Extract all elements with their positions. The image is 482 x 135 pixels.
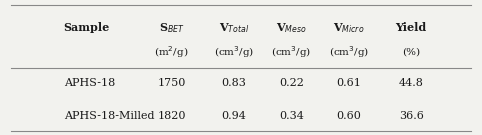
Text: (cm$^{3}$/g): (cm$^{3}$/g) [214,44,254,60]
Text: 1750: 1750 [157,78,186,88]
Text: Yield: Yield [396,22,427,33]
Text: (m$^{2}$/g): (m$^{2}$/g) [154,44,189,60]
Text: 0.22: 0.22 [279,78,304,88]
Text: Sample: Sample [64,22,110,33]
Text: V$_{Micro}$: V$_{Micro}$ [333,21,364,35]
Text: (cm$^{3}$/g): (cm$^{3}$/g) [329,44,369,60]
Text: 0.60: 0.60 [336,111,362,121]
Text: APHS-18: APHS-18 [64,78,115,88]
Text: V$_{Total}$: V$_{Total}$ [219,21,249,35]
Text: (%): (%) [402,47,420,56]
Text: V$_{Meso}$: V$_{Meso}$ [276,21,307,35]
Text: 0.83: 0.83 [221,78,246,88]
Text: APHS-18-Milled: APHS-18-Milled [64,111,154,121]
Text: 0.61: 0.61 [336,78,362,88]
Text: 44.8: 44.8 [399,78,424,88]
Text: S$_{BET}$: S$_{BET}$ [159,21,184,35]
Text: 0.94: 0.94 [221,111,246,121]
Text: 0.34: 0.34 [279,111,304,121]
Text: 36.6: 36.6 [399,111,424,121]
Text: (cm$^{3}$/g): (cm$^{3}$/g) [271,44,311,60]
Text: 1820: 1820 [157,111,186,121]
